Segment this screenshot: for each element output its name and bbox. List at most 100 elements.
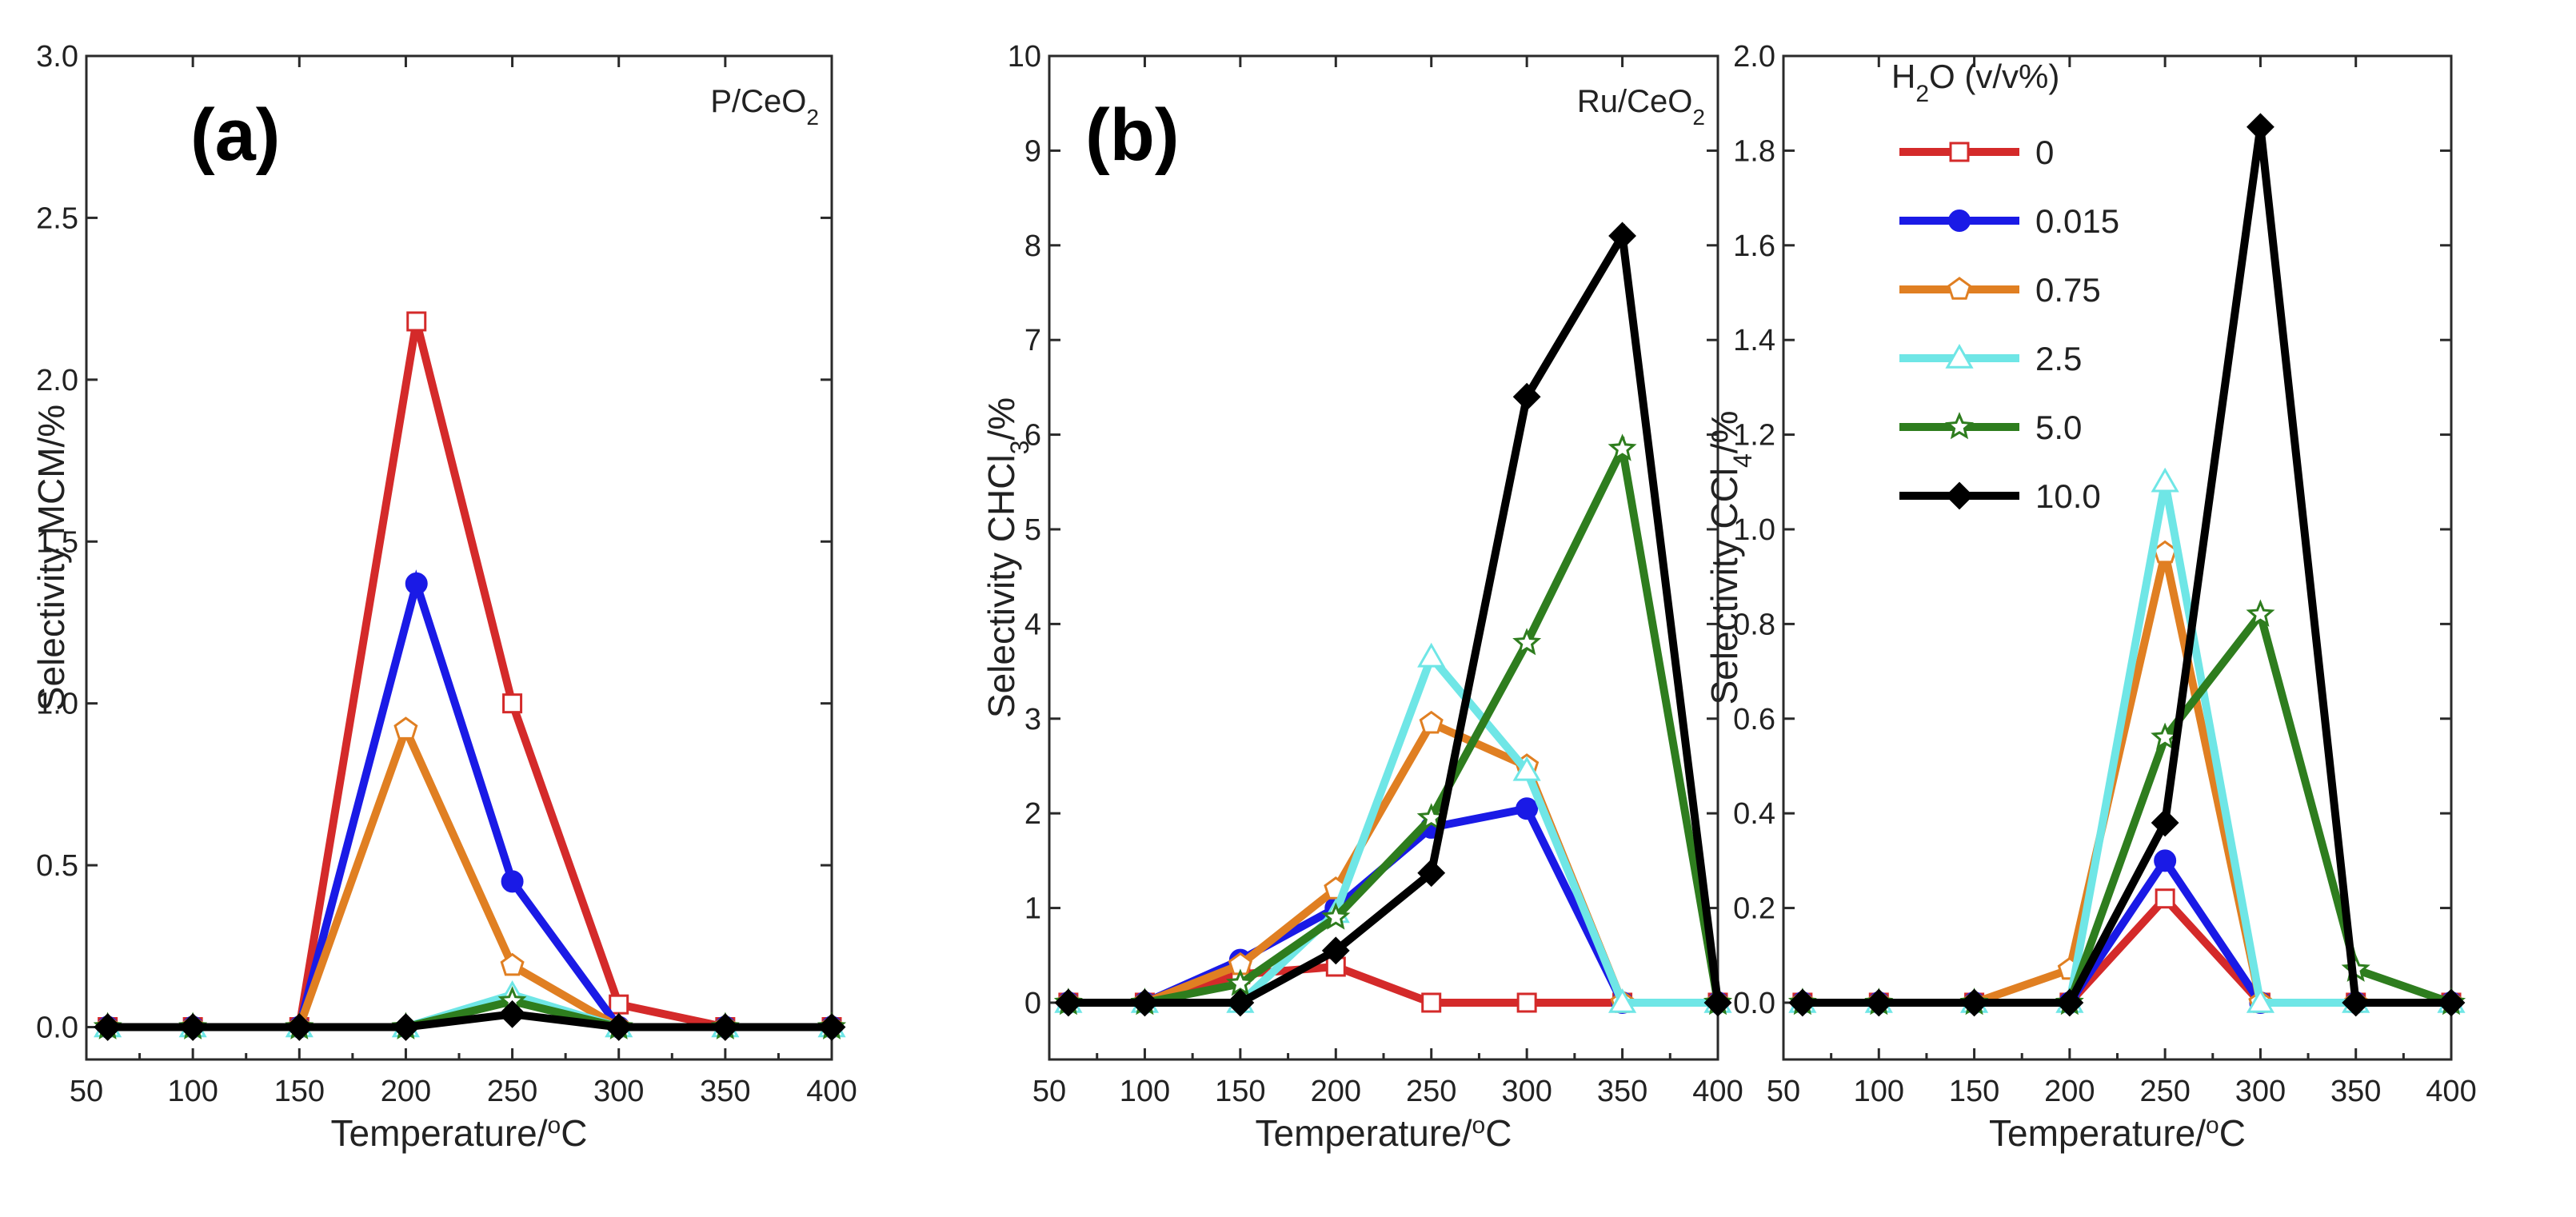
- series-0: [98, 311, 842, 1038]
- x-tick-label: 200: [2044, 1075, 2095, 1108]
- series-0.75: [95, 716, 845, 1038]
- data-point: [2151, 808, 2179, 837]
- data-point: [1226, 988, 1255, 1017]
- legend-entry: 10.0: [1899, 477, 2101, 515]
- data-point: [1512, 756, 1541, 781]
- y-tick-label: 3.0: [36, 40, 78, 74]
- y-tick-label: 2.5: [36, 202, 78, 235]
- series-line: [107, 320, 832, 1031]
- y-tick-label: 2: [1024, 797, 1041, 831]
- data-point: [178, 1013, 207, 1041]
- data-point: [2342, 988, 2370, 1017]
- data-point: [393, 716, 418, 740]
- data-point: [1788, 988, 1817, 1017]
- x-tick-label: 400: [2426, 1075, 2476, 1108]
- data-point: [2246, 599, 2275, 627]
- series-0.015: [96, 569, 843, 1039]
- y-tick-label: 1.2: [1733, 419, 1775, 453]
- data-point: [392, 1013, 420, 1041]
- x-tick-label: 50: [1032, 1075, 1066, 1108]
- y-tick-label: 1.6: [1733, 229, 1775, 263]
- x-tick-label: 300: [2235, 1075, 2286, 1108]
- data-point: [1608, 433, 1637, 461]
- legend-label: 10.0: [2035, 477, 2101, 515]
- y-axis-title: Selectivity CCl4/%: [1703, 411, 1757, 705]
- data-point: [1512, 628, 1542, 656]
- legend: H2O (v/v%) 0 0.015 0.75 2.5 5.0 10.0: [1891, 58, 2119, 515]
- y-tick-label: 10: [1008, 40, 1041, 74]
- data-point: [817, 1013, 846, 1041]
- y-tick-label: 2.0: [1733, 40, 1775, 74]
- data-point: [1417, 642, 1446, 668]
- data-point: [500, 952, 525, 976]
- legend-marker: [1945, 343, 1974, 369]
- x-tick-label: 50: [1767, 1075, 1800, 1108]
- legend-label: 5.0: [2035, 409, 2082, 446]
- data-point: [609, 994, 629, 1015]
- y-tick-label: 9: [1024, 134, 1041, 168]
- x-tick-label: 350: [2330, 1075, 2381, 1108]
- x-tick-label: 150: [1215, 1075, 1265, 1108]
- x-tick-label: 250: [1406, 1075, 1456, 1108]
- legend-title: H2O (v/v%): [1891, 58, 2059, 107]
- legend-entry: 0.75: [1899, 271, 2101, 309]
- series-line: [1068, 649, 1718, 1007]
- series-2.5: [1788, 467, 2466, 1013]
- data-point: [1960, 988, 1988, 1017]
- data-point: [711, 1013, 740, 1041]
- series-5.0: [1787, 599, 2466, 1015]
- y-tick-label: 0.5: [36, 849, 78, 883]
- chart-panel-b: 50 100 150 200 250 300 350 400 0 1 2 3 4 5 6 7 8 9 10 Tempe…: [980, 40, 1743, 1154]
- legend-entry: 5.0: [1899, 409, 2082, 446]
- x-tick-label: 150: [1949, 1075, 1999, 1108]
- x-tick-label: 300: [593, 1075, 644, 1108]
- data-point: [405, 572, 428, 595]
- catalyst-label: P/CeO2: [710, 84, 819, 130]
- data-point: [2155, 888, 2175, 909]
- data-point: [1419, 710, 1444, 734]
- legend-entry: 2.5: [1899, 340, 2082, 377]
- series-10.0: [1054, 221, 1732, 1017]
- x-tick-label: 150: [274, 1075, 325, 1108]
- x-tick-label: 200: [1311, 1075, 1361, 1108]
- x-tick-label: 250: [2139, 1075, 2190, 1108]
- data-point: [1516, 992, 1537, 1013]
- series-5.0: [1053, 433, 1733, 1015]
- data-point: [1417, 859, 1446, 888]
- x-tick-label: 250: [487, 1075, 537, 1108]
- x-tick-label: 50: [70, 1075, 103, 1108]
- data-point: [1512, 382, 1541, 411]
- chart-panel-c: 50 100 150 200 250 300 350 400 0.0 0.2 0.4 0.6 0.8 1.…: [1703, 40, 2477, 1154]
- data-point: [406, 311, 427, 332]
- x-tick-label: 350: [1597, 1075, 1647, 1108]
- y-tick-label: 3: [1024, 703, 1041, 736]
- series-line: [107, 718, 832, 1031]
- data-point: [498, 1000, 526, 1028]
- series-10.0: [94, 1000, 846, 1041]
- legend-marker: [1948, 209, 1971, 232]
- data-point: [1864, 988, 1893, 1017]
- x-tick-label: 400: [806, 1075, 857, 1108]
- series-line: [1068, 436, 1722, 1007]
- y-tick-label: 0.2: [1733, 892, 1775, 926]
- y-tick-label: 2.0: [36, 364, 78, 397]
- y-tick-label: 4: [1024, 608, 1041, 641]
- legend-label: 2.5: [2035, 340, 2082, 377]
- y-tick-label: 0: [1024, 987, 1041, 1020]
- data-point: [2154, 849, 2177, 872]
- y-axis-title: Selectivity MCM/%: [30, 405, 72, 711]
- series-10.0: [1788, 113, 2466, 1017]
- y-tick-label: 0.6: [1733, 703, 1775, 736]
- y-tick-label: 6: [1024, 419, 1041, 453]
- legend-marker: [1944, 412, 1975, 440]
- x-tick-label: 400: [1692, 1075, 1743, 1108]
- legend-label: 0.75: [2035, 271, 2101, 309]
- x-tick-label: 100: [167, 1075, 218, 1108]
- series-2.5: [1054, 642, 1732, 1013]
- y-tick-label: 1.5: [36, 525, 78, 559]
- data-point: [1608, 221, 1636, 250]
- catalyst-label: Ru/CeO2: [1577, 84, 1705, 130]
- data-point: [94, 1013, 122, 1041]
- legend-label: 0.015: [2035, 202, 2119, 240]
